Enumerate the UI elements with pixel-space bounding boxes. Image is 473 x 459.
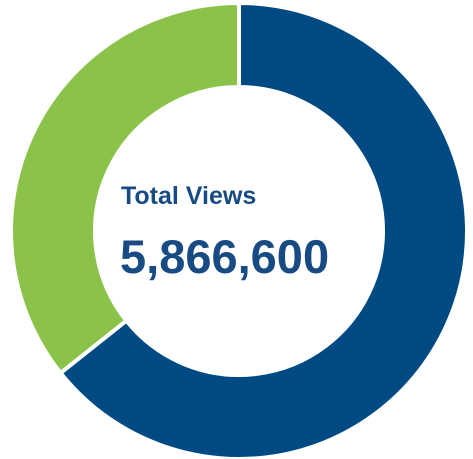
center-value: 5,866,600 xyxy=(120,230,330,283)
donut-center-hole xyxy=(96,88,382,374)
donut-slice-primary xyxy=(58,1,469,459)
center-label: Total Views xyxy=(121,182,257,210)
donut-slice-secondary xyxy=(9,1,241,375)
